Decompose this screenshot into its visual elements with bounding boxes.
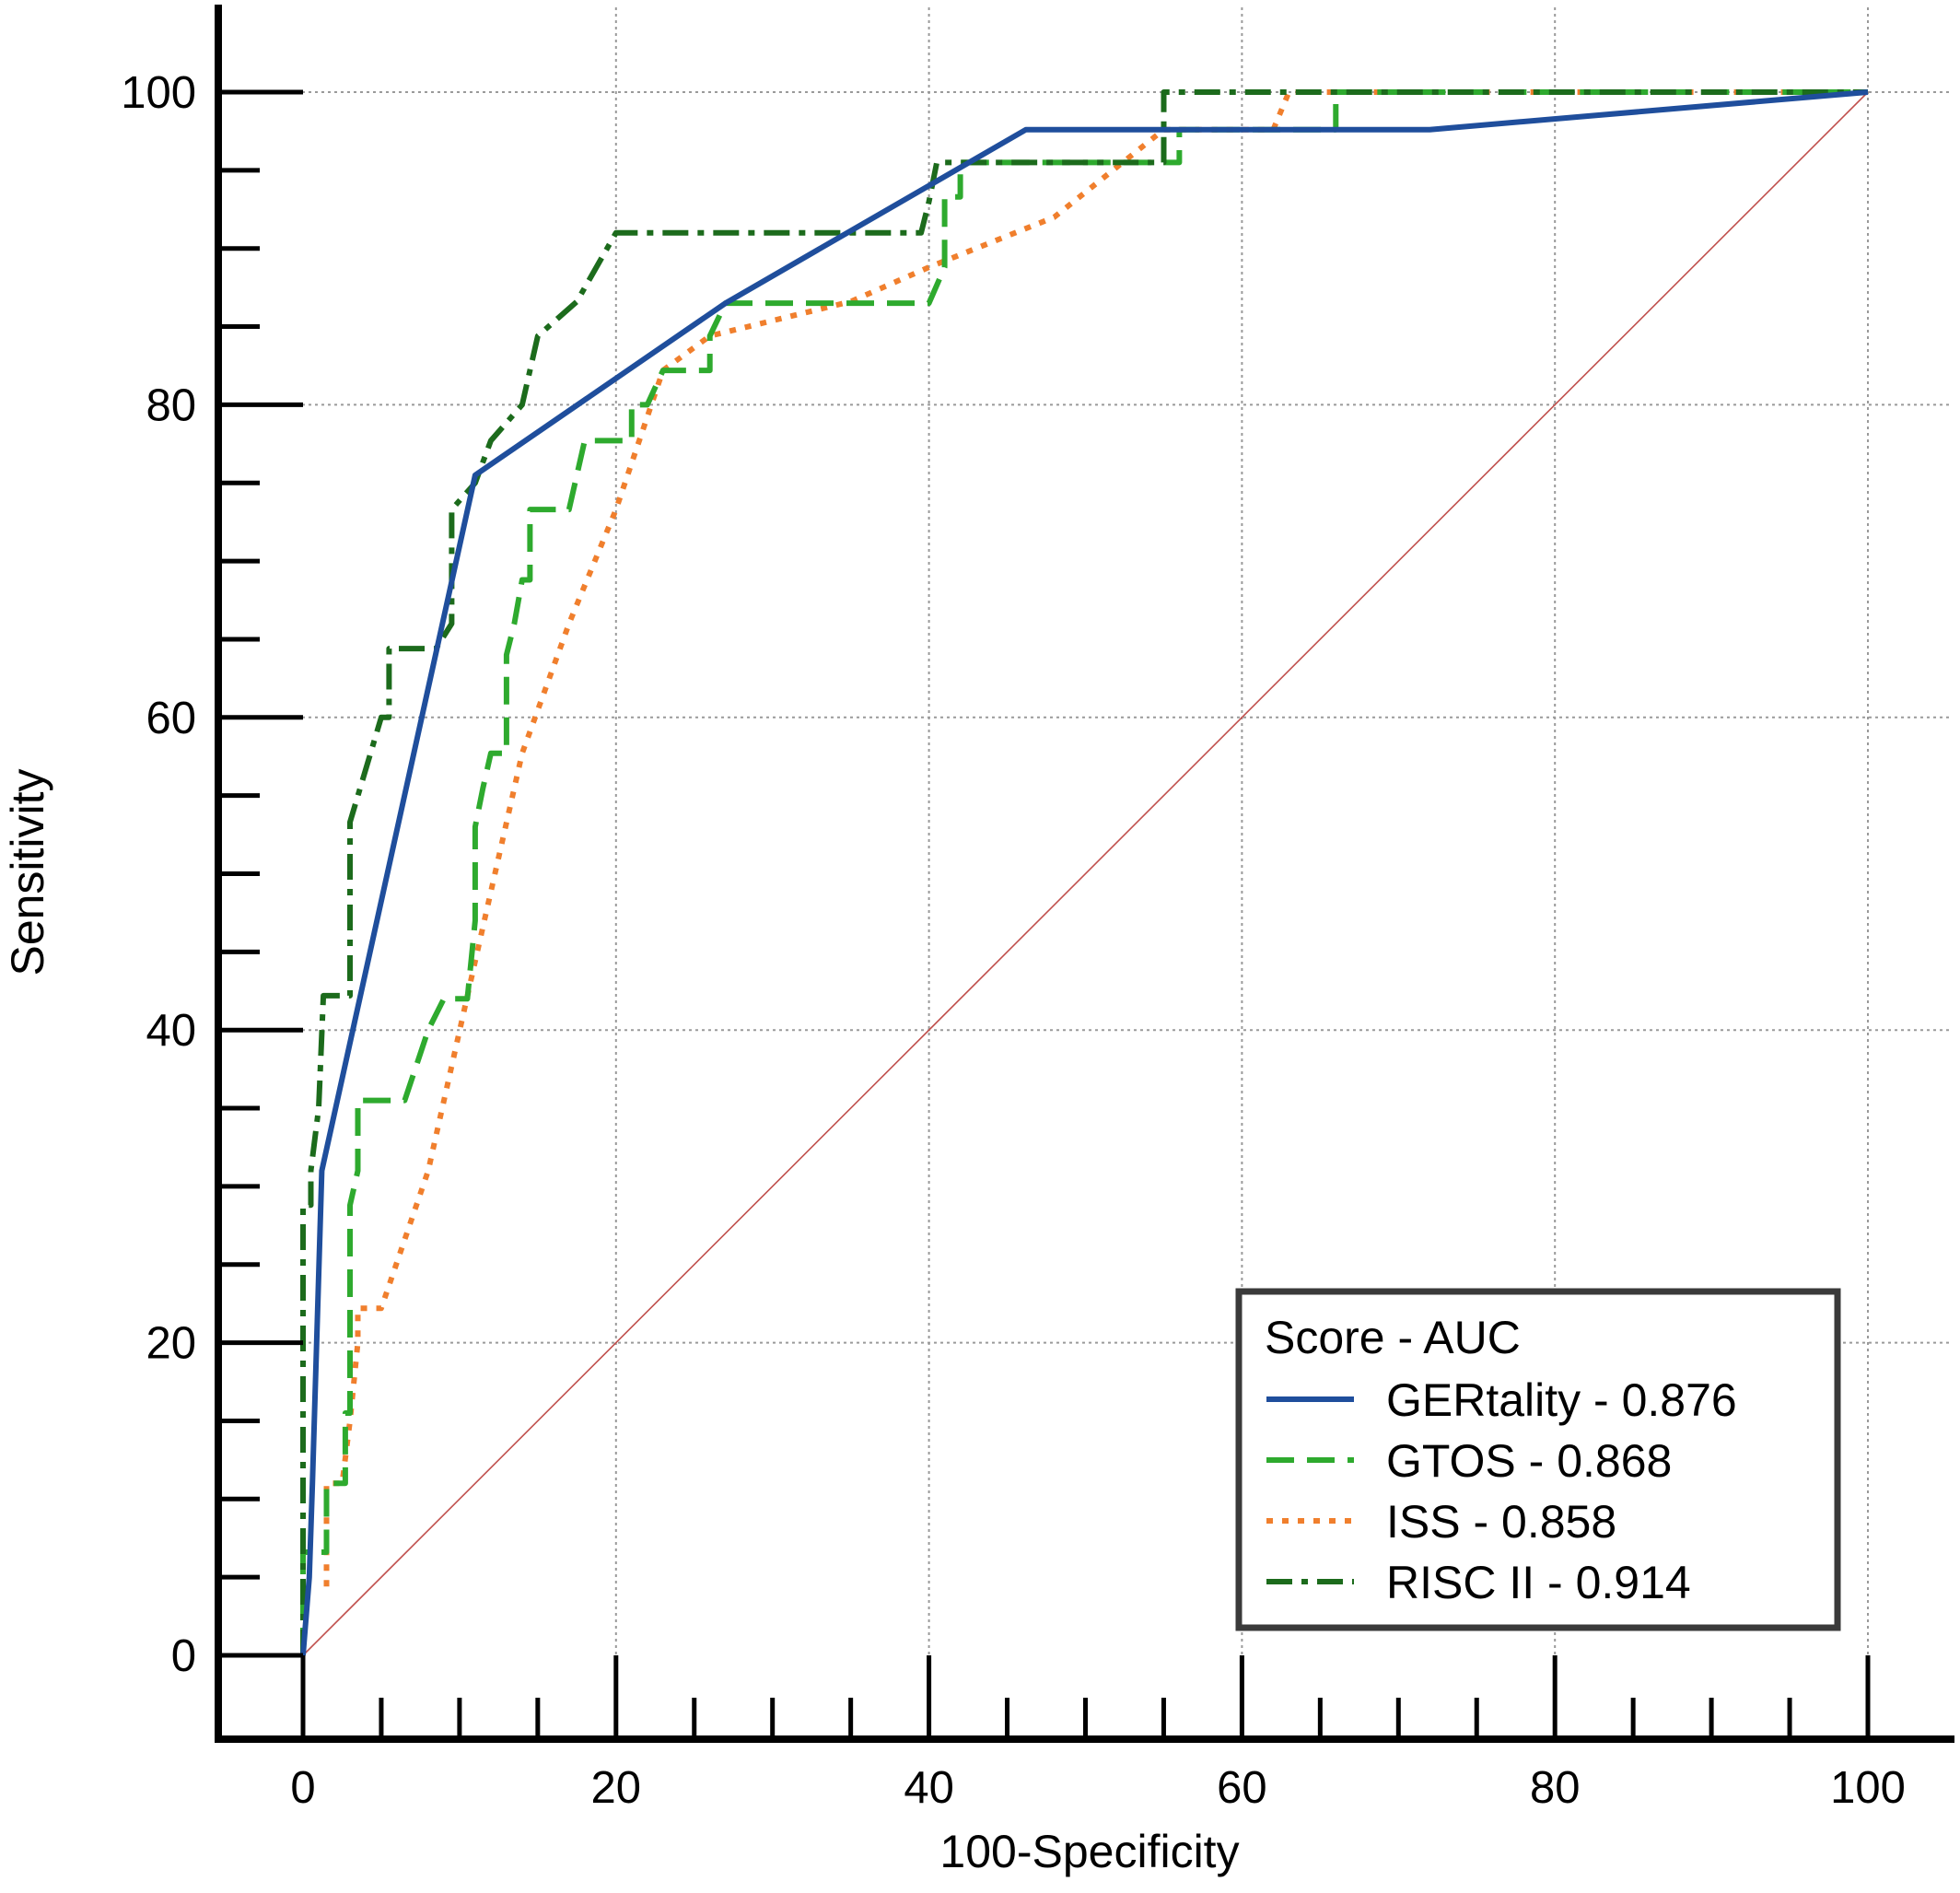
y-tick-label: 60 <box>146 694 196 743</box>
x-tick-label: 60 <box>1217 1763 1267 1813</box>
legend-entry-label: GERtality - 0.876 <box>1386 1374 1737 1426</box>
axes <box>215 5 1954 1743</box>
y-tick-label: 100 <box>121 68 196 118</box>
legend-entry-label: ISS - 0.858 <box>1386 1496 1616 1548</box>
y-tick-label: 40 <box>146 1006 196 1056</box>
x-tick-label: 80 <box>1530 1763 1581 1813</box>
x-tick-label: 20 <box>591 1763 642 1813</box>
legend-box <box>1235 1288 1841 1631</box>
x-axis-label: 100-Specificity <box>939 1826 1239 1877</box>
legend-entry-label: GTOS - 0.868 <box>1386 1435 1672 1487</box>
series-lines <box>300 89 1869 1656</box>
reference-line <box>302 91 1869 1656</box>
tick-labels: 0 20 40 60 80 100 0 20 40 60 80 100 <box>121 68 1906 1813</box>
legend: Score - AUC GERtality - 0.876 GTOS - 0.86… <box>1235 1288 1841 1631</box>
series-line-risc-ii <box>300 89 1868 1655</box>
y-tick-label: 20 <box>146 1319 196 1369</box>
y-tick-label: 0 <box>171 1631 196 1681</box>
legend-entry-label: RISC II - 0.914 <box>1386 1557 1691 1608</box>
x-tick-label: 100 <box>1830 1763 1906 1813</box>
series-line-gertality <box>300 89 1869 1656</box>
x-tick-label: 40 <box>904 1763 954 1813</box>
x-tick-label: 0 <box>290 1763 315 1813</box>
y-tick-label: 80 <box>146 380 196 430</box>
reference-diagonal <box>302 91 1869 1656</box>
legend-items: GERtality - 0.876 GTOS - 0.868 ISS - 0.858… <box>1266 1374 1737 1608</box>
series-line-gtos <box>300 89 1868 1655</box>
y-axis-label: Sensitivity <box>2 768 53 976</box>
legend-title: Score - AUC <box>1265 1312 1521 1363</box>
